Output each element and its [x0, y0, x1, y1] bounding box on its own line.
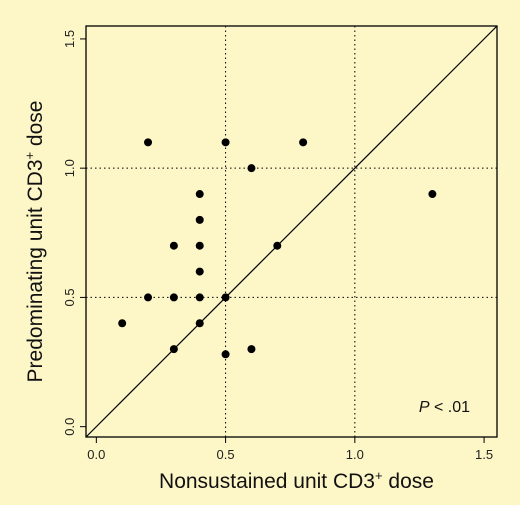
y-tick-label: 0.5	[62, 288, 77, 306]
data-point	[118, 319, 127, 328]
data-point	[169, 293, 178, 302]
data-point	[221, 293, 230, 302]
data-point	[169, 241, 178, 250]
data-point	[273, 241, 282, 250]
data-point	[195, 190, 204, 199]
data-point	[221, 350, 230, 359]
data-point	[195, 241, 204, 250]
data-point	[299, 138, 308, 147]
data-point	[195, 215, 204, 224]
plot-frame	[85, 25, 498, 438]
y-tick-label: 1.5	[62, 30, 77, 48]
y-tick-label: 1.0	[62, 159, 77, 177]
data-point	[428, 190, 437, 199]
data-points	[118, 138, 437, 359]
data-point	[195, 267, 204, 276]
data-point	[195, 319, 204, 328]
x-tick-label: 1.5	[475, 447, 493, 462]
x-axis: 0.0 0.5 1.0 1.5	[87, 437, 493, 462]
x-tick-label: 0.0	[87, 447, 105, 462]
x-tick-label: 0.5	[217, 447, 235, 462]
data-point	[247, 345, 256, 354]
y-axis-label: Predominating unit CD3+ dose	[22, 101, 47, 383]
data-point	[144, 293, 153, 302]
data-point	[247, 164, 256, 173]
x-axis-label: Nonsustained unit CD3+ dose	[159, 468, 434, 493]
data-point	[144, 138, 153, 147]
y-axis: 0.0 0.5 1.0 1.5	[62, 30, 86, 436]
data-point	[169, 345, 178, 354]
x-tick-label: 1.0	[346, 447, 364, 462]
y-tick-label: 0.0	[62, 418, 77, 436]
data-point	[221, 138, 230, 147]
data-point	[195, 293, 204, 302]
p-value-annotation: P < .01	[419, 399, 470, 416]
identity-line	[85, 25, 498, 438]
reference-lines	[86, 26, 497, 437]
